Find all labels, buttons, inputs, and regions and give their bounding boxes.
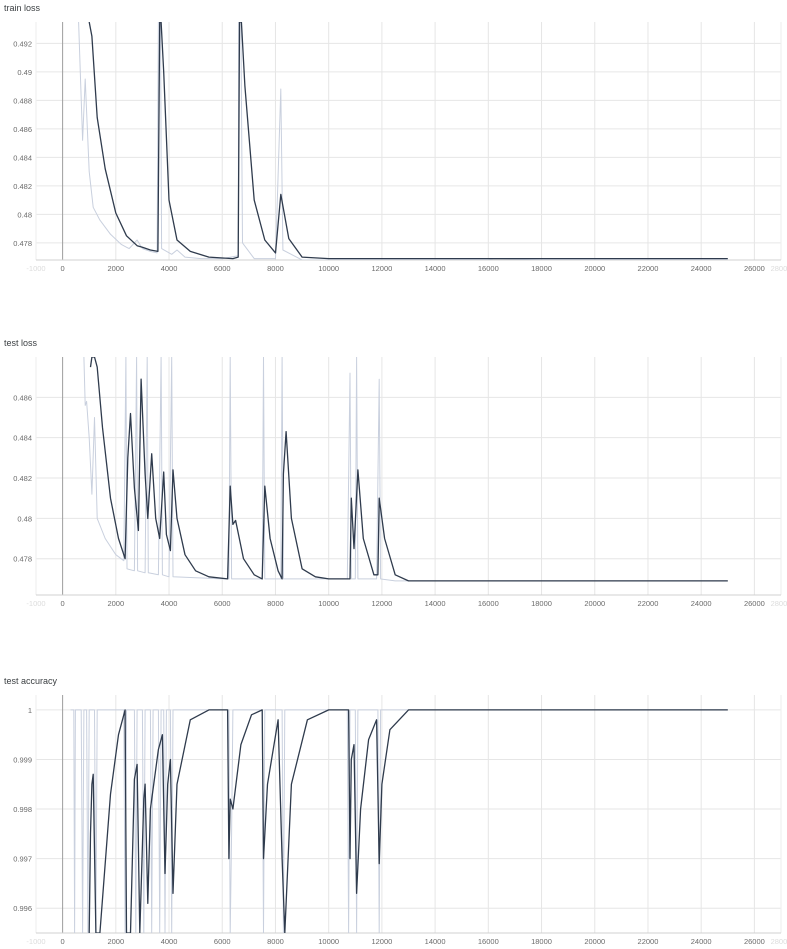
x-tick-label-faint: -1000: [26, 599, 45, 608]
x-tick-label: 26000: [744, 264, 765, 273]
y-tick-label: 0.492: [13, 39, 32, 48]
raw-series-line: [83, 357, 728, 582]
y-tick-label: 0.478: [13, 555, 32, 564]
x-tick-label: 14000: [425, 937, 446, 946]
x-tick-label-faint: 28000: [771, 599, 787, 608]
x-tick-label: 12000: [371, 264, 392, 273]
x-tick-label: 18000: [531, 599, 552, 608]
test-accuracy-panel: test accuracy 0.996 0.997 0.998 0.999 1 0 2000…: [0, 673, 787, 949]
x-tick-label: 22000: [638, 599, 659, 608]
x-tick-label-faint: 28000: [771, 937, 787, 946]
y-tick-label: 0.478: [13, 239, 32, 248]
x-tick-label: 10000: [318, 937, 339, 946]
x-tick-label: 26000: [744, 599, 765, 608]
test-accuracy-chart[interactable]: 0.996 0.997 0.998 0.999 1 0 2000 4000 6000 8000 10…: [0, 673, 787, 949]
y-tick-label: 0.48: [17, 210, 32, 219]
x-tick-label: 22000: [638, 937, 659, 946]
x-tick-label: 2000: [107, 599, 124, 608]
x-tick-label: 6000: [214, 937, 231, 946]
x-tick-label: 10000: [318, 264, 339, 273]
x-tick-label: 20000: [584, 599, 605, 608]
y-tick-label: 0.488: [13, 96, 32, 105]
x-tick-label: 8000: [267, 264, 284, 273]
smoothed-series-line: [89, 357, 728, 582]
train-loss-chart[interactable]: 0.478 0.48 0.482 0.484 0.486 0.488 0.49 0.492 0 2…: [0, 0, 787, 290]
y-tick-label: 0.484: [13, 153, 32, 162]
y-tick-label: 0.48: [17, 514, 32, 523]
y-tick-label: 0.998: [13, 805, 32, 814]
x-tick-label: 24000: [691, 599, 712, 608]
chart-title: test loss: [4, 338, 38, 348]
x-tick-label: 6000: [214, 264, 231, 273]
x-tick-label: 0: [61, 264, 65, 273]
chart-title: train loss: [4, 3, 41, 13]
x-tick-label: 8000: [267, 599, 284, 608]
x-tick-label: 10000: [318, 599, 339, 608]
x-tick-label: 4000: [161, 264, 178, 273]
test-loss-chart[interactable]: 0.478 0.48 0.482 0.484 0.486 0 2000 4000 6000 800…: [0, 335, 787, 620]
y-tick-label: 0.486: [13, 393, 32, 402]
x-tick-label-faint: 28000: [771, 264, 787, 273]
y-tick-label: 0.996: [13, 904, 32, 913]
x-tick-label: 18000: [531, 264, 552, 273]
x-tick-label: 16000: [478, 264, 499, 273]
train-loss-panel: train loss 0.478 0.48 0.482 0.484 0.486 0.488…: [0, 0, 787, 290]
x-tick-label: 12000: [371, 937, 392, 946]
x-tick-label: 0: [61, 937, 65, 946]
x-tick-label: 24000: [691, 264, 712, 273]
y-tick-label: 0.49: [17, 68, 32, 77]
x-tick-label: 0: [61, 599, 65, 608]
x-tick-label-faint: -1000: [26, 937, 45, 946]
x-tick-label: 18000: [531, 937, 552, 946]
chart-title: test accuracy: [4, 676, 58, 686]
x-tick-label: 16000: [478, 937, 499, 946]
x-tick-label: 4000: [161, 599, 178, 608]
y-tick-label: 0.484: [13, 434, 32, 443]
raw-series-line: [70, 709, 728, 933]
x-tick-label: 14000: [425, 264, 446, 273]
y-tick-label: 0.486: [13, 125, 32, 134]
x-tick-label: 16000: [478, 599, 499, 608]
x-tick-label: 2000: [107, 937, 124, 946]
x-tick-label: 20000: [584, 937, 605, 946]
y-tick-label: 0.482: [13, 182, 32, 191]
test-loss-panel: test loss 0.478 0.48 0.482 0.484 0.486 0 2000 4…: [0, 335, 787, 620]
x-tick-label: 6000: [214, 599, 231, 608]
y-tick-label: 0.999: [13, 755, 32, 764]
y-tick-label: 0.997: [13, 855, 32, 864]
x-tick-label: 8000: [267, 937, 284, 946]
x-tick-label-faint: -1000: [26, 264, 45, 273]
x-tick-label: 26000: [744, 937, 765, 946]
x-tick-label: 24000: [691, 937, 712, 946]
y-tick-label: 0.482: [13, 474, 32, 483]
y-tick-label: 1: [28, 706, 32, 715]
x-tick-label: 20000: [584, 264, 605, 273]
x-tick-label: 12000: [371, 599, 392, 608]
smoothed-series-line: [88, 709, 728, 933]
raw-series-line: [78, 22, 728, 260]
x-tick-label: 4000: [161, 937, 178, 946]
x-tick-label: 22000: [638, 264, 659, 273]
x-tick-label: 14000: [425, 599, 446, 608]
smoothed-series-line: [88, 22, 728, 260]
x-tick-label: 2000: [107, 264, 124, 273]
